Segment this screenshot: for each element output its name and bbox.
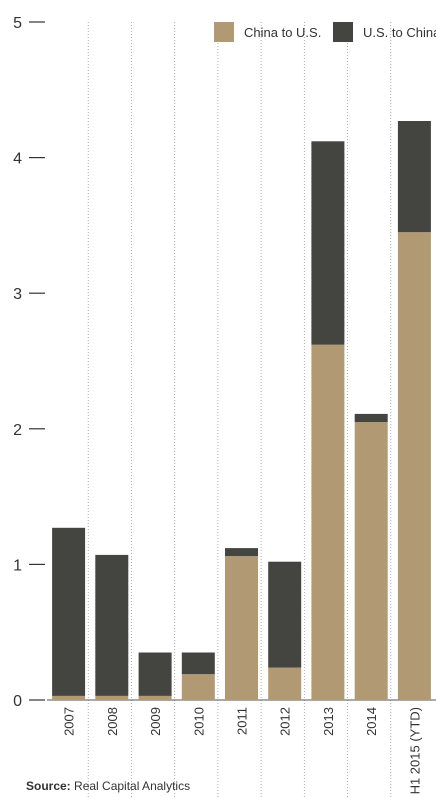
y-tick-label: 2 bbox=[13, 422, 22, 439]
x-category-label: 2012 bbox=[278, 707, 293, 736]
legend-label: China to U.S. bbox=[244, 25, 321, 40]
x-category-label: 2013 bbox=[321, 707, 336, 736]
bar-segment bbox=[225, 556, 258, 700]
x-category-label: 2008 bbox=[105, 707, 120, 736]
bar-segment bbox=[95, 695, 129, 700]
x-category-label: H1 2015 (YTD) bbox=[407, 707, 422, 794]
legend-swatch bbox=[333, 22, 353, 42]
bar-segment bbox=[397, 121, 431, 233]
bar-segment bbox=[268, 667, 302, 700]
bar-segment bbox=[138, 652, 172, 696]
bar-segment bbox=[181, 652, 215, 675]
y-tick-label: 4 bbox=[13, 151, 22, 168]
bar-segment bbox=[354, 422, 388, 700]
x-category-label: 2007 bbox=[62, 707, 77, 736]
y-tick-label: 0 bbox=[13, 693, 22, 710]
x-category-label: 2014 bbox=[364, 707, 379, 736]
source-label: Source: bbox=[26, 779, 71, 793]
x-category-label: 2009 bbox=[148, 707, 163, 736]
bar-segment bbox=[311, 344, 345, 700]
bar-segment bbox=[52, 695, 86, 700]
y-tick-label: 5 bbox=[13, 15, 22, 32]
y-tick-label: 3 bbox=[13, 286, 22, 303]
x-category-label: 2011 bbox=[235, 707, 250, 735]
x-category-label: 2010 bbox=[191, 707, 206, 736]
bar-segment bbox=[138, 695, 172, 700]
legend-label: U.S. to China bbox=[363, 25, 436, 40]
source-note: Source: Real Capital Analytics bbox=[26, 779, 190, 793]
x-axis: 2007 2008 2009 2010 2011 2012 2013 2014 H1 2015 … bbox=[62, 707, 423, 794]
source-text: Real Capital Analytics bbox=[70, 779, 191, 793]
bars bbox=[52, 121, 431, 700]
bar-segment bbox=[268, 561, 302, 668]
y-tick-label: 1 bbox=[13, 557, 22, 574]
bar-segment bbox=[95, 554, 129, 696]
bar-segment bbox=[181, 674, 215, 700]
bar-segment bbox=[52, 527, 86, 696]
bar-segment bbox=[225, 548, 258, 557]
bar-segment bbox=[311, 141, 345, 345]
bar-segment bbox=[354, 413, 388, 422]
bar-segment bbox=[397, 232, 431, 700]
legend: China to U.S. U.S. to China bbox=[214, 22, 436, 42]
legend-swatch bbox=[214, 22, 234, 42]
category-separators bbox=[87, 22, 392, 797]
